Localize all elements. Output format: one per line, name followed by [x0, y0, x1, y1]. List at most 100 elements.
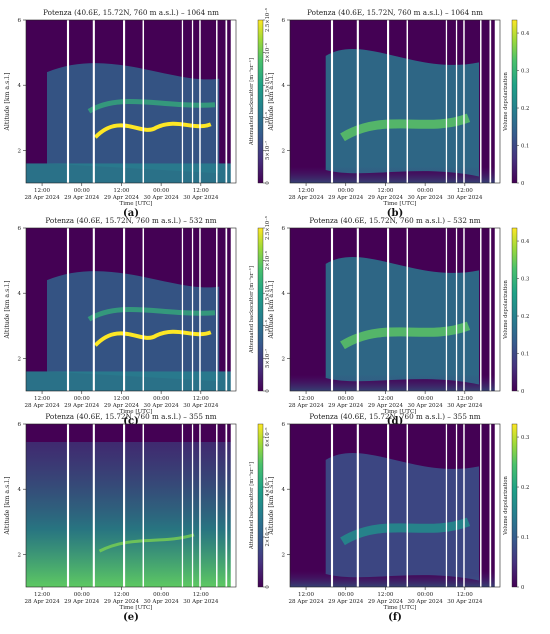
x-axis-label: Time [UTC] — [383, 201, 416, 207]
colorbar-label: Volume depolarization — [503, 475, 509, 535]
data-gap — [225, 228, 228, 391]
cloud-layer — [93, 121, 212, 139]
y-tick-label: 2 — [281, 356, 285, 362]
data-gap — [489, 228, 492, 391]
y-tick-label: 2 — [281, 148, 285, 154]
boundary-layer — [290, 166, 500, 183]
colorbar — [257, 19, 264, 184]
colorbar-tick-label: 0.3 — [521, 277, 529, 283]
heatmap-body — [26, 271, 236, 391]
data-gap — [489, 20, 492, 183]
x-tick-time: 00:00 — [417, 592, 434, 598]
colorbar-tick-label: 0.3 — [521, 435, 529, 441]
panel-e: Potenza (40.6E, 15.72N, 760 m a.s.l.) – … — [4, 412, 271, 623]
colorbar — [511, 227, 518, 392]
data-gap — [216, 228, 218, 391]
x-tick-time: 00:00 — [417, 396, 434, 402]
depol-core — [340, 113, 471, 142]
x-tick-time: 00:00 — [74, 396, 91, 402]
colorbar-tick-label: 0 — [521, 181, 524, 187]
data-gap — [494, 20, 500, 183]
data-gap — [494, 228, 500, 391]
colorbar-tick-label: 5×10⁻⁷ — [265, 349, 271, 368]
x-tick-time: 00:00 — [74, 188, 91, 194]
data-gap — [66, 424, 70, 587]
x-tick-time: 12:00 — [298, 396, 315, 402]
colorbar-tick-label: 0.2 — [521, 314, 529, 320]
data-gap — [356, 20, 359, 183]
x-tick-date: 29 Apr 2024 — [64, 599, 100, 605]
colorbar — [257, 227, 264, 392]
x-tick-time: 12:00 — [377, 396, 394, 402]
panel-label: (e) — [123, 612, 139, 623]
x-tick-time: 00:00 — [153, 396, 170, 402]
colorbar-tick-label: 2×10⁻⁶ — [265, 527, 271, 546]
y-tick-label: 6 — [17, 18, 21, 24]
x-axis-label: Time [UTC] — [383, 409, 416, 415]
cloud-layer — [93, 329, 212, 347]
data-gap — [191, 20, 194, 183]
y-tick-label: 2 — [17, 356, 21, 362]
chart-title: Potenza (40.6E, 15.72N, 760 m a.s.l.) – … — [309, 216, 480, 225]
data-gap — [406, 228, 409, 391]
x-tick-time: 12:00 — [193, 396, 210, 402]
plot-frame — [25, 227, 237, 392]
y-tick-label: 2 — [17, 148, 21, 154]
x-tick-date: 28 Apr 2024 — [288, 195, 324, 201]
y-tick-label: 4 — [17, 83, 21, 89]
dust-layer — [325, 48, 479, 177]
data-gap — [191, 424, 194, 587]
boundary-layer — [290, 374, 500, 391]
plot-frame — [289, 423, 501, 588]
x-axis-label: Time [UTC] — [119, 201, 152, 207]
data-gap — [330, 228, 334, 391]
plot-frame — [289, 19, 501, 184]
colorbar-tick-label: 0 — [265, 585, 271, 588]
x-tick-time: 00:00 — [338, 592, 355, 598]
panel-label: (d) — [387, 416, 403, 427]
chart-title: Potenza (40.6E, 15.72N, 760 m a.s.l.) – … — [309, 412, 480, 421]
x-tick-time: 12:00 — [113, 188, 130, 194]
y-axis-label: Altitude [km a.s.l.] — [268, 280, 275, 339]
colorbar-tick-label: 0 — [521, 389, 524, 395]
x-tick-time: 00:00 — [153, 592, 170, 598]
data-gap — [92, 20, 95, 183]
colorbar-tick-label: 5×10⁻⁷ — [265, 141, 271, 160]
colorbar-tick-label: 0.1 — [521, 535, 529, 541]
panel-b: Potenza (40.6E, 15.72N, 760 m a.s.l.) – … — [268, 8, 530, 219]
data-gap — [489, 424, 492, 587]
data-gap — [181, 20, 184, 183]
data-gap — [66, 20, 70, 183]
y-tick-label: 6 — [281, 422, 285, 428]
x-tick-date: 30 Apr 2024 — [183, 403, 219, 409]
data-gap — [463, 228, 465, 391]
x-axis-label: Time [UTC] — [383, 605, 416, 611]
panel-label: (b) — [387, 208, 403, 219]
y-axis-label: Altitude [km a.s.l.] — [4, 280, 11, 339]
colorbar-tick-label: 0.3 — [521, 69, 529, 75]
panel-label: (c) — [123, 416, 139, 427]
x-tick-time: 12:00 — [457, 396, 474, 402]
heatmap-body — [26, 63, 236, 183]
x-axis-label: Time [UTC] — [119, 409, 152, 415]
dust-layer — [87, 98, 216, 114]
x-tick-time: 12:00 — [113, 396, 130, 402]
depol-core — [340, 321, 471, 350]
x-tick-time: 00:00 — [338, 188, 355, 194]
colorbar-tick-label: 2.5×10⁻⁶ — [265, 216, 271, 240]
x-tick-date: 28 Apr 2024 — [288, 403, 324, 409]
x-tick-date: 30 Apr 2024 — [144, 403, 180, 409]
colorbar-tick-label: 0 — [265, 389, 271, 392]
data-gap — [445, 228, 448, 391]
x-tick-date: 30 Apr 2024 — [447, 195, 483, 201]
data-gap — [225, 20, 228, 183]
x-tick-date: 28 Apr 2024 — [24, 403, 60, 409]
plot-frame — [289, 227, 501, 392]
data-gap — [455, 20, 458, 183]
x-tick-time: 12:00 — [457, 592, 474, 598]
x-tick-date: 29 Apr 2024 — [104, 599, 140, 605]
y-tick-label: 4 — [281, 83, 285, 89]
x-tick-date: 30 Apr 2024 — [144, 599, 180, 605]
x-tick-time: 12:00 — [377, 188, 394, 194]
x-tick-date: 30 Apr 2024 — [447, 403, 483, 409]
